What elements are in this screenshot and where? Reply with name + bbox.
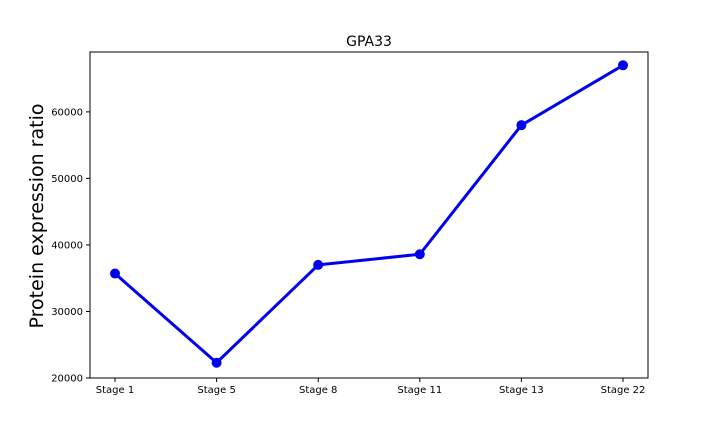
y-tick-label: 30000 <box>51 307 83 318</box>
data-point <box>414 249 425 260</box>
y-axis: 20000 30000 40000 50000 60000 <box>51 107 90 385</box>
x-tick-label: Stage 13 <box>499 385 544 396</box>
y-tick-label: 60000 <box>51 107 83 118</box>
x-tick-label: Stage 8 <box>299 385 337 396</box>
y-tick-label: 50000 <box>51 174 83 185</box>
data-point <box>313 259 324 270</box>
data-point <box>516 120 527 131</box>
y-tick-label: 40000 <box>51 240 83 251</box>
x-tick-label: Stage 22 <box>601 385 646 396</box>
y-axis-label: Protein expression ratio <box>26 104 48 329</box>
x-tick-label: Stage 11 <box>397 385 442 396</box>
data-point <box>618 60 628 71</box>
x-axis: Stage 1 Stage 5 Stage 8 Stage 11 Stage 13 Sta… <box>96 378 646 396</box>
y-tick-label: 20000 <box>51 374 83 385</box>
x-tick-label: Stage 1 <box>96 385 134 396</box>
x-tick-label: Stage 5 <box>197 385 235 396</box>
plot-frame <box>89 51 649 379</box>
chart-title: GPA33 <box>346 34 392 50</box>
series-line <box>114 64 624 365</box>
data-point <box>110 268 120 279</box>
series-layer <box>110 60 628 368</box>
data-point <box>211 357 222 368</box>
